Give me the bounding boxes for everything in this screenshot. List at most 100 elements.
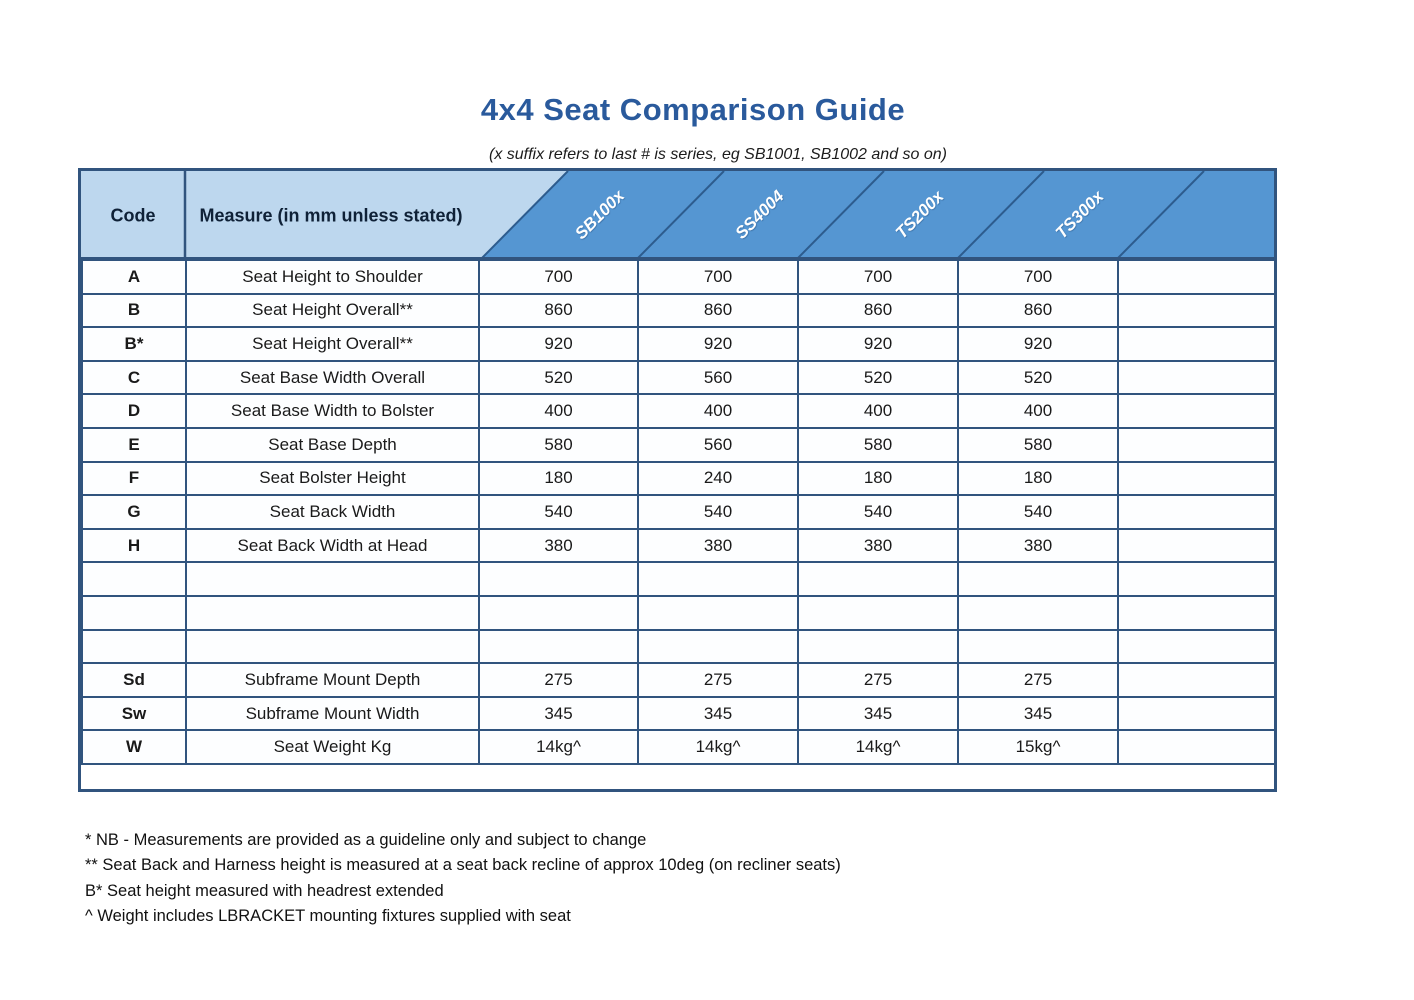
value-cell: 180 [957,460,1119,497]
value-cell [1117,628,1276,665]
measure-cell: Seat Base Width Overall [185,359,480,396]
value-cell [478,561,639,597]
value-cell: 345 [637,695,799,732]
value-cell: 15kg^ [957,729,1119,765]
value-cell: 860 [957,292,1119,329]
value-cell: 345 [797,695,959,732]
value-cell: 380 [637,527,799,564]
value-cell: 345 [478,695,639,732]
value-cell [957,594,1119,631]
code-cell: Sw [81,695,187,732]
value-cell [1117,259,1276,295]
value-cell [637,628,799,665]
value-cell: 180 [797,460,959,497]
value-cell: 180 [478,460,639,497]
value-cell: 275 [637,662,799,698]
value-cell [1117,292,1276,329]
measure-cell [185,628,480,665]
measure-cell: Seat Base Depth [185,426,480,463]
table-row: B* Seat Height Overall** 920 920 920 920 [81,326,1276,362]
value-cell: 400 [478,393,639,429]
value-cell: 275 [478,662,639,698]
measure-cell: Seat Back Width [185,494,480,530]
measure-column-header: Measure (in mm unless stated) [199,205,463,226]
code-cell [81,561,187,597]
code-cell: C [81,359,187,396]
table-row: Sw Subframe Mount Width 345 345 345 345 [81,695,1276,732]
value-cell: 14kg^ [637,729,799,765]
code-cell: D [81,393,187,429]
value-cell: 700 [637,259,799,295]
value-cell: 14kg^ [797,729,959,765]
table-row: H Seat Back Width at Head 380 380 380 38… [81,527,1276,564]
value-cell: 400 [797,393,959,429]
table-body: A Seat Height to Shoulder 700 700 700 70… [81,259,1276,765]
value-cell: 345 [957,695,1119,732]
value-cell: 700 [957,259,1119,295]
value-cell: 520 [797,359,959,396]
value-cell [1117,426,1276,463]
value-cell [637,594,799,631]
table-row: D Seat Base Width to Bolster 400 400 400… [81,393,1276,429]
measure-cell: Seat Height to Shoulder [185,259,480,295]
value-cell [957,561,1119,597]
value-cell: 540 [478,494,639,530]
value-cell: 520 [957,359,1119,396]
measure-cell: Subframe Mount Depth [185,662,480,698]
value-cell: 920 [637,326,799,362]
code-cell: G [81,494,187,530]
value-cell [1117,460,1276,497]
value-cell: 580 [957,426,1119,463]
value-cell [1117,729,1276,765]
value-cell [957,628,1119,665]
table-row [81,594,1276,631]
footnote: B* Seat height measured with headrest ex… [85,881,444,900]
measure-cell: Seat Bolster Height [185,460,480,497]
value-cell: 380 [478,527,639,564]
code-cell [81,628,187,665]
comparison-table: Code Measure (in mm unless stated) SB100… [78,168,1277,792]
value-cell [1117,393,1276,429]
table-row: Sd Subframe Mount Depth 275 275 275 275 [81,662,1276,698]
value-cell [1117,594,1276,631]
measurement-table: A Seat Height to Shoulder 700 700 700 70… [81,259,1276,765]
value-cell: 920 [797,326,959,362]
table-row: B Seat Height Overall** 860 860 860 860 [81,292,1276,329]
value-cell: 540 [797,494,959,530]
value-cell [637,561,799,597]
value-cell [797,628,959,665]
value-cell: 275 [957,662,1119,698]
value-cell [478,594,639,631]
value-cell: 920 [478,326,639,362]
value-cell [1117,662,1276,698]
table-row: A Seat Height to Shoulder 700 700 700 70… [81,259,1276,295]
value-cell: 700 [478,259,639,295]
value-cell: 275 [797,662,959,698]
code-cell: B [81,292,187,329]
measure-cell: Subframe Mount Width [185,695,480,732]
footnotes: * NB - Measurements are provided as a gu… [85,828,841,930]
measure-cell: Seat Height Overall** [185,326,480,362]
value-cell: 380 [797,527,959,564]
value-cell: 560 [637,359,799,396]
code-cell: W [81,729,187,765]
value-cell: 380 [957,527,1119,564]
value-cell: 400 [957,393,1119,429]
value-cell [1117,494,1276,530]
value-cell: 580 [478,426,639,463]
table-row [81,628,1276,665]
value-cell: 540 [957,494,1119,530]
table-row: C Seat Base Width Overall 520 560 520 52… [81,359,1276,396]
value-cell: 520 [478,359,639,396]
code-cell [81,594,187,631]
value-cell [1117,527,1276,564]
footnote: ^ Weight includes LBRACKET mounting fixt… [85,907,571,926]
value-cell: 240 [637,460,799,497]
value-cell: 400 [637,393,799,429]
value-cell: 540 [637,494,799,530]
page-title: 4x4 Seat Comparison Guide [480,92,906,127]
value-cell: 700 [797,259,959,295]
measure-cell: Seat Back Width at Head [185,527,480,564]
page-subtitle: (x suffix refers to last # is series, eg… [488,146,947,163]
